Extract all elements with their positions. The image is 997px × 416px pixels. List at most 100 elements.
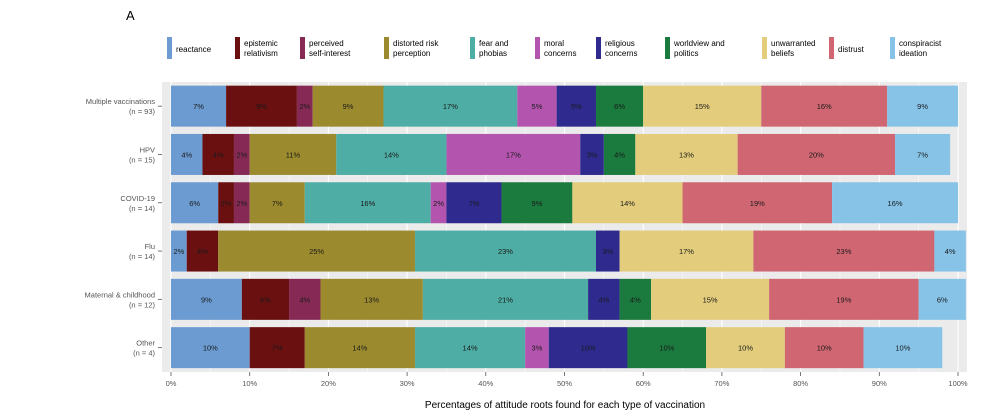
data-label: 7% [272, 199, 283, 208]
bar-segment [202, 133, 234, 175]
data-label: 6% [614, 102, 625, 111]
data-label: 4% [299, 295, 310, 304]
data-label: 16% [360, 199, 375, 208]
data-label: 10% [659, 344, 674, 353]
legend-label: relativism [244, 49, 278, 58]
bar-segment [603, 133, 636, 175]
bar-segment [446, 182, 502, 224]
legend-key [470, 37, 475, 59]
x-tick-label: 60% [636, 379, 651, 388]
data-label: 2% [236, 199, 247, 208]
bar-segment [312, 85, 384, 127]
data-label: 4% [630, 295, 641, 304]
bar-segment [895, 133, 951, 175]
legend-label: ideation [899, 49, 927, 58]
legend-label: concerns [605, 49, 637, 58]
bar-segment [887, 85, 958, 127]
legend-label: distrust [838, 45, 865, 54]
bar-segment [682, 182, 833, 224]
data-label: 15% [695, 102, 710, 111]
data-label: 25% [309, 247, 324, 256]
data-label: 3% [532, 344, 543, 353]
legend-label: politics [674, 49, 698, 58]
bar-segment [171, 278, 242, 320]
bar-segment [226, 85, 297, 127]
data-label: 23% [498, 247, 513, 256]
legend-label: self-interest [309, 49, 351, 58]
bar-segment [218, 230, 415, 272]
bar-segment [753, 230, 935, 272]
bar-segment [249, 182, 305, 224]
legend-label: perceived [309, 39, 344, 48]
x-tick-label: 40% [478, 379, 493, 388]
bars: 7% 9% 2% 9% 17% 5% 5% 6% 15% 16% 9% 4% 4% 2% 11% 14% 17%… [171, 85, 966, 369]
bar-segment [414, 230, 596, 272]
data-label: 11% [286, 150, 301, 159]
legend-label: beliefs [771, 49, 794, 58]
x-tick-label: 10% [242, 379, 257, 388]
bar-segment [863, 327, 943, 369]
bar-segment [249, 327, 305, 369]
data-label: 2% [299, 102, 310, 111]
bar-segment [171, 182, 219, 224]
bar-segment [619, 278, 652, 320]
y-tick-label-n: (n = 12) [129, 300, 156, 309]
y-tick-label: Other [136, 339, 155, 348]
data-label: 14% [352, 344, 367, 353]
legend-key [535, 37, 540, 59]
legend-key [235, 37, 240, 59]
y-tick-label: Multiple vaccinations [86, 97, 155, 106]
legend-label: religious [605, 39, 635, 48]
bar-segment [706, 327, 785, 369]
data-label: 4% [945, 247, 956, 256]
legend-key [890, 37, 895, 59]
bar-segment [832, 182, 958, 224]
data-label: 2% [433, 199, 444, 208]
data-label: 9% [917, 102, 928, 111]
bar-segment [784, 327, 864, 369]
legend-key [300, 37, 305, 59]
bar-segment [588, 278, 620, 320]
bar-segment [186, 230, 219, 272]
data-label: 14% [384, 150, 399, 159]
legend-label: distorted risk [393, 39, 439, 48]
bar-segment [422, 278, 589, 320]
bar-segment [241, 278, 290, 320]
bar-segment [619, 230, 754, 272]
data-label: 2% [236, 150, 247, 159]
bar-segment [761, 85, 888, 127]
legend-label: phobias [479, 49, 507, 58]
data-label: 5% [532, 102, 543, 111]
data-label: 10% [817, 344, 832, 353]
x-tick-label: 90% [872, 379, 887, 388]
data-label: 4% [598, 295, 609, 304]
data-label: 20% [809, 150, 824, 159]
data-label: 9% [343, 102, 354, 111]
data-label: 2% [221, 199, 232, 208]
legend-key [829, 37, 834, 59]
bar-segment [501, 182, 573, 224]
x-tick-label: 70% [714, 379, 729, 388]
bar-segment [737, 133, 896, 175]
bar-segment [918, 278, 966, 320]
bar-segment [304, 182, 431, 224]
bar-segment [304, 327, 415, 369]
legend-label: conspiracist [899, 39, 942, 48]
bar-segment [580, 133, 604, 175]
data-label: 4% [197, 247, 208, 256]
data-label: 4% [181, 150, 192, 159]
legend-label: moral [544, 39, 564, 48]
bar-segment [233, 133, 250, 175]
data-label: 4% [614, 150, 625, 159]
bar-segment [651, 278, 770, 320]
bar-segment [414, 327, 526, 369]
data-label: 14% [463, 344, 478, 353]
y-tick-label: HPV [140, 145, 155, 154]
data-label: 10% [581, 344, 596, 353]
data-label: 19% [750, 199, 765, 208]
data-label: 3% [602, 247, 613, 256]
y-tick-label-n: (n = 4) [133, 349, 155, 358]
bar-segment [572, 182, 683, 224]
bar-segment [171, 230, 187, 272]
